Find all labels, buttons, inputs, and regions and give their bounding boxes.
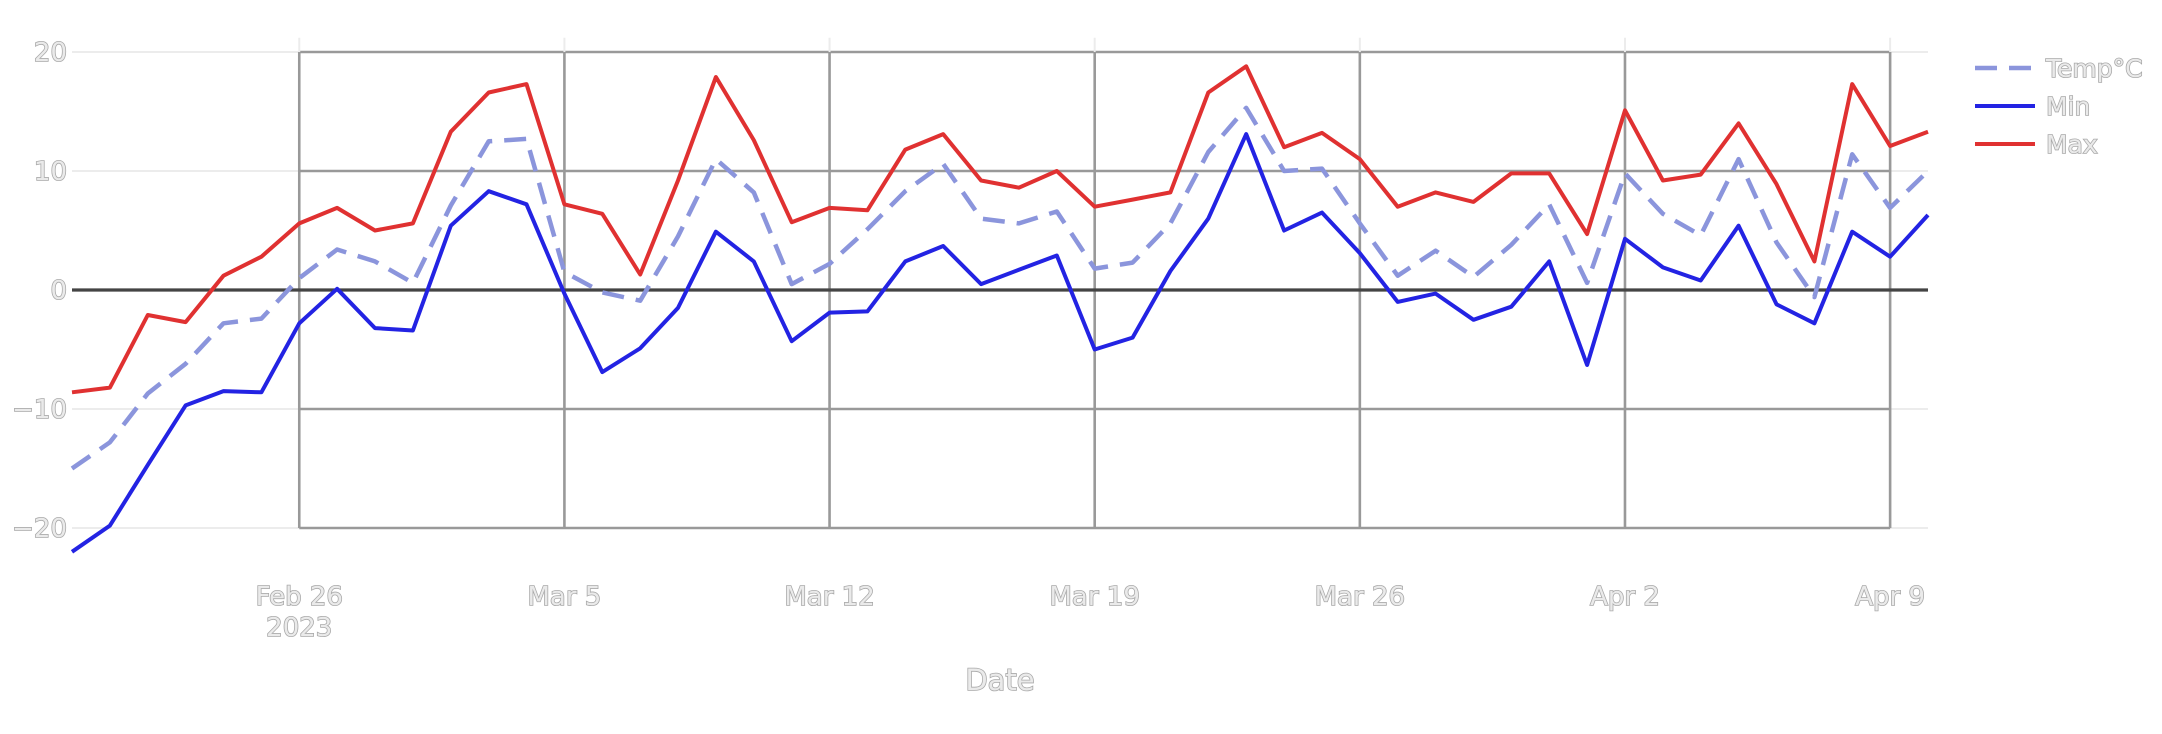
y-tick-label: −20 [12, 514, 67, 544]
y-tick-label: 0 [50, 276, 67, 306]
y-tick-label: −10 [12, 395, 67, 425]
x-tick-label: Mar 26 [1315, 582, 1405, 612]
legend-item[interactable]: Max [1975, 129, 2098, 160]
x-tick-label: Mar 12 [784, 582, 874, 612]
series-line-temp-c[interactable] [70, 105, 1930, 471]
series-line-max[interactable] [71, 64, 1929, 395]
x-tick-label: Mar 19 [1049, 582, 1139, 612]
x-tick-label: Mar 5 [527, 582, 601, 612]
legend-label: Max [2046, 130, 2098, 159]
legend-label: Min [2046, 92, 2090, 121]
y-tick-label: 10 [34, 157, 67, 187]
legend-label: Temp°C [2045, 54, 2143, 83]
y-tick-label: 20 [34, 38, 67, 68]
legend-item[interactable]: Min [1975, 91, 2091, 122]
legend[interactable]: Temp°C Min Max [1975, 53, 2143, 160]
x-axis-title: Date [965, 663, 1034, 697]
legend-item[interactable]: Temp°C [1975, 53, 2143, 84]
x-tick-label: Apr 2 [1590, 582, 1660, 612]
x-tick-label: Feb 26 [256, 582, 343, 612]
x-tick-label: Apr 9 [1855, 582, 1925, 612]
x-tick-sublabel: 2023 [266, 613, 332, 643]
series-line-min[interactable] [70, 132, 1930, 554]
